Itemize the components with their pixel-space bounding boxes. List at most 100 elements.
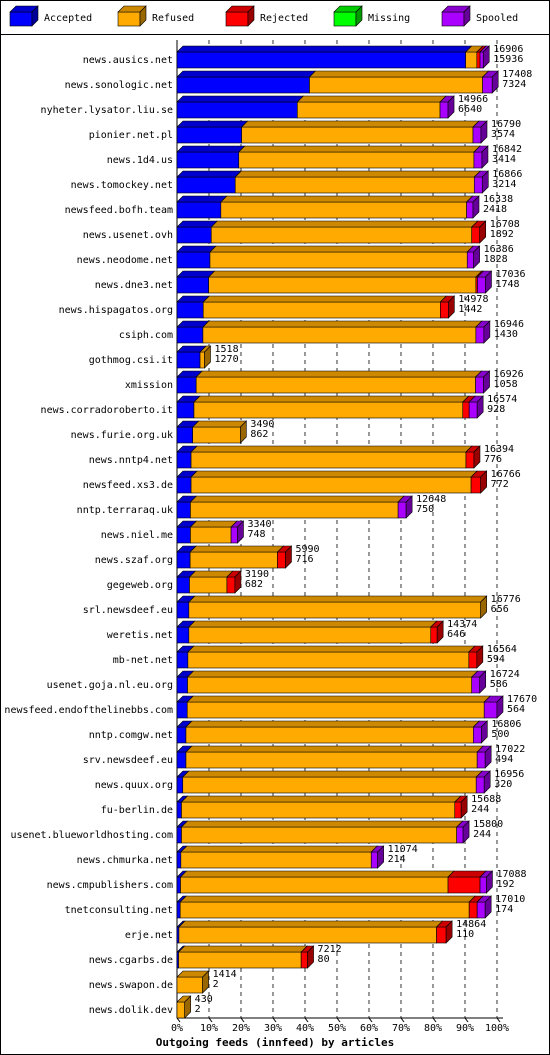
accepted-label: 2 xyxy=(195,1004,201,1015)
legend-swatch xyxy=(333,11,357,27)
bar-top xyxy=(202,320,483,328)
bar-segment xyxy=(182,770,483,794)
offered-label: 12648 xyxy=(416,494,446,505)
bar-front xyxy=(466,251,474,269)
category-label: newsfeed.bofh.team xyxy=(65,205,173,216)
bar-side xyxy=(484,745,492,769)
bar-front xyxy=(186,701,485,719)
bar-front xyxy=(176,601,190,619)
bar-front xyxy=(209,251,468,269)
bar-side xyxy=(476,645,484,669)
bar-front xyxy=(189,576,228,594)
bar-segment xyxy=(190,470,478,494)
category-label: news.cmpublishers.com xyxy=(47,880,173,891)
offered-label: 16338 xyxy=(483,194,513,205)
bar-top xyxy=(180,845,378,853)
offered-label: 14966 xyxy=(458,94,488,105)
bar-front xyxy=(208,276,477,294)
bar-front xyxy=(440,301,449,319)
accepted-label: 3214 xyxy=(492,179,516,190)
accepted-label: 772 xyxy=(491,479,509,490)
legend-label: Refused xyxy=(152,13,194,24)
bar-segment xyxy=(435,920,453,944)
bar-front xyxy=(202,301,441,319)
bar-segment xyxy=(189,495,405,519)
category-label: nntp.terraraq.uk xyxy=(77,505,173,516)
legend-swatch xyxy=(9,11,33,27)
bar-front xyxy=(190,501,399,519)
bar-top xyxy=(193,395,470,403)
bar-front xyxy=(199,351,205,369)
offered-label: 17670 xyxy=(507,694,537,705)
bar-side xyxy=(460,795,468,819)
bar-segment xyxy=(195,370,483,394)
bar-segment xyxy=(179,895,476,919)
bar-segment xyxy=(180,820,464,844)
bar-front xyxy=(466,201,474,219)
bar-front xyxy=(468,901,478,919)
bar-top xyxy=(202,295,448,303)
category-label: tnetconsulting.net xyxy=(65,905,173,916)
bar-side xyxy=(480,470,487,494)
category-label: news.neodome.net xyxy=(77,255,173,266)
x-tick xyxy=(336,1017,341,1023)
legend-swatch-side xyxy=(355,5,363,27)
accepted-label: 192 xyxy=(496,879,514,890)
bar-front xyxy=(475,326,485,344)
bar-top xyxy=(182,770,483,778)
bar-segment xyxy=(176,545,197,569)
offered-label: 3190 xyxy=(245,569,269,580)
bar-front xyxy=(475,376,484,394)
bar-front xyxy=(238,151,475,169)
bar-top xyxy=(186,670,479,678)
offered-label: 16766 xyxy=(491,469,521,480)
bar-top xyxy=(240,120,480,128)
bar-side xyxy=(285,545,292,569)
accepted-label: 2 xyxy=(213,979,219,990)
bar-top xyxy=(189,520,238,528)
bar-front xyxy=(456,826,464,844)
offered-label: 16724 xyxy=(490,669,520,680)
bar-top xyxy=(189,545,285,553)
bar-top xyxy=(189,495,405,503)
bar-front xyxy=(176,826,182,844)
bar-front xyxy=(439,101,449,119)
bar-top xyxy=(176,245,217,253)
bar-front xyxy=(479,876,487,894)
bar-front xyxy=(470,476,481,494)
x-tick xyxy=(208,1017,213,1023)
offered-label: 16946 xyxy=(494,319,524,330)
offered-label: 11074 xyxy=(388,844,418,855)
legend-swatch xyxy=(225,11,249,27)
bar-top xyxy=(207,270,483,278)
bar-front xyxy=(277,551,286,569)
x-tick-label: 60% xyxy=(360,1023,378,1034)
bar-side xyxy=(204,345,211,369)
x-tick xyxy=(272,1017,277,1023)
x-tick-label: 20% xyxy=(232,1023,250,1034)
x-tick-label: 90% xyxy=(456,1023,474,1034)
bar-front xyxy=(176,76,310,94)
bar-segment xyxy=(185,745,484,769)
offered-label: 1414 xyxy=(213,969,237,980)
bar-front xyxy=(436,926,447,944)
bar-segment xyxy=(176,445,198,469)
category-label: mb-net.net xyxy=(113,655,173,666)
legend-item xyxy=(9,5,39,27)
bar-side xyxy=(480,595,487,619)
legend-swatch-side xyxy=(31,5,39,27)
category-label: news.nntp4.net xyxy=(89,455,173,466)
bar-front xyxy=(471,226,481,244)
bar-segment xyxy=(202,320,483,344)
offered-label: 15688 xyxy=(471,794,501,805)
bar-top xyxy=(185,745,484,753)
bar-segment xyxy=(202,295,448,319)
bar-side xyxy=(240,420,247,444)
x-tick xyxy=(176,1017,181,1023)
x-tick-label: 100% xyxy=(485,1023,509,1034)
bar-top xyxy=(190,445,473,453)
offered-label: 3490 xyxy=(250,419,274,430)
legend-swatch-side xyxy=(463,5,471,27)
bar-side xyxy=(483,770,491,794)
bar-segment xyxy=(190,445,473,469)
